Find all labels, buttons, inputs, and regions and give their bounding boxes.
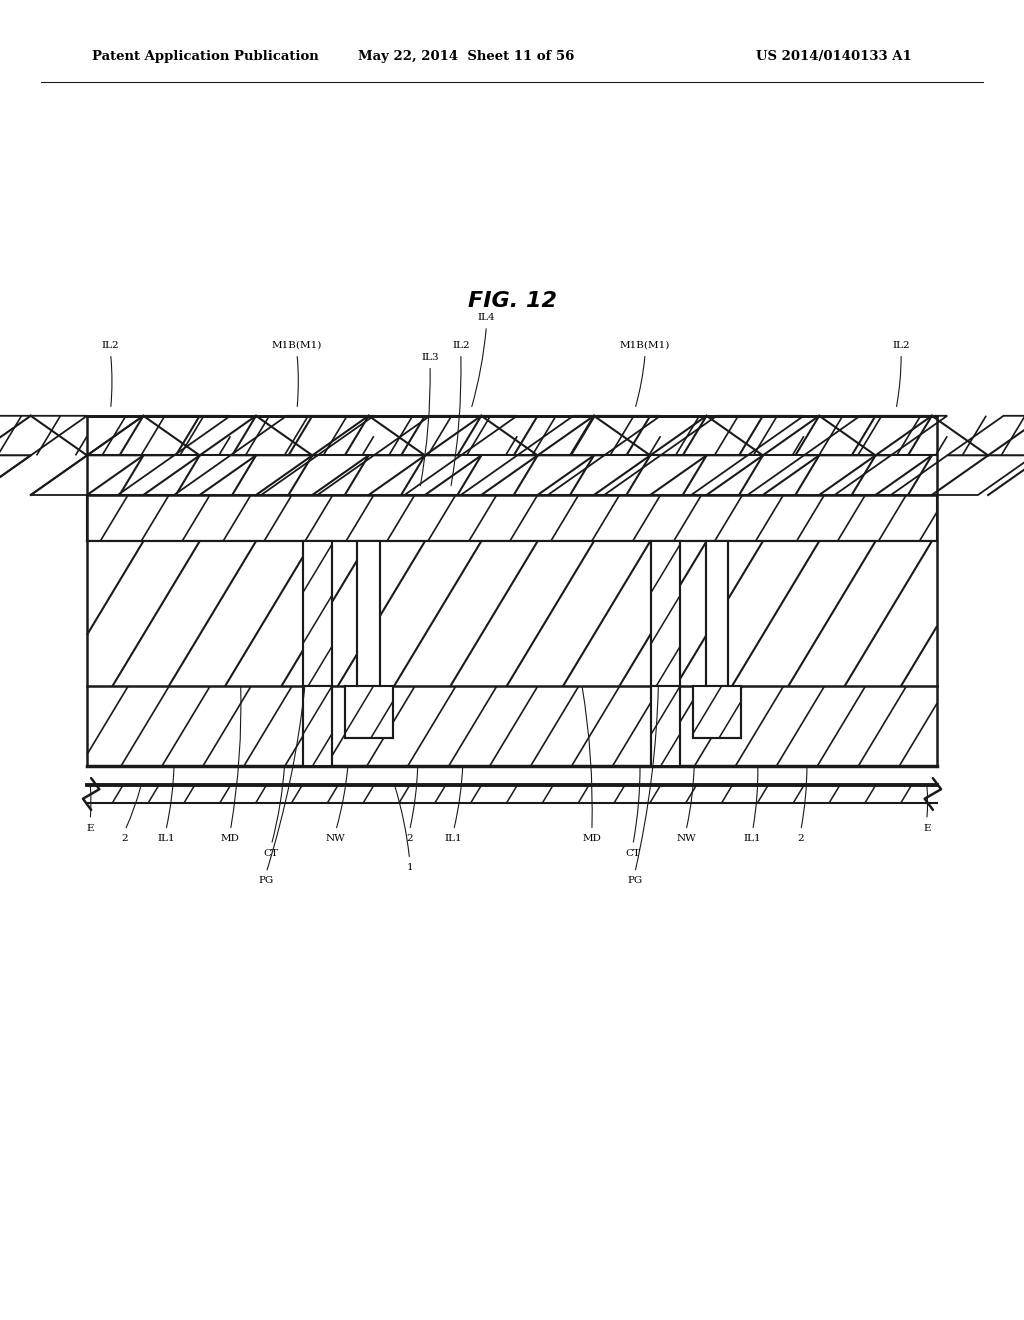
Polygon shape: [87, 416, 937, 766]
Text: NW: NW: [326, 834, 346, 843]
Polygon shape: [374, 416, 517, 455]
Text: FIG. 12: FIG. 12: [468, 290, 556, 312]
Polygon shape: [0, 455, 31, 495]
Text: US 2014/0140133 A1: US 2014/0140133 A1: [756, 50, 911, 63]
Polygon shape: [174, 455, 317, 495]
Text: May 22, 2014  Sheet 11 of 56: May 22, 2014 Sheet 11 of 56: [357, 50, 574, 63]
Polygon shape: [748, 455, 891, 495]
Text: NW: NW: [676, 834, 696, 843]
Text: IL2: IL2: [892, 341, 910, 350]
Polygon shape: [230, 416, 374, 455]
Text: MD: MD: [221, 834, 240, 843]
Text: CT: CT: [626, 849, 640, 858]
Polygon shape: [344, 686, 393, 738]
Text: IL2: IL2: [101, 341, 120, 350]
Text: M1B(M1): M1B(M1): [271, 341, 323, 350]
Polygon shape: [891, 455, 1024, 495]
Polygon shape: [31, 455, 174, 495]
Polygon shape: [517, 416, 660, 455]
Text: IL1: IL1: [743, 834, 762, 843]
Text: E: E: [86, 824, 94, 833]
Polygon shape: [87, 686, 937, 766]
Text: IL1: IL1: [157, 834, 175, 843]
Polygon shape: [461, 455, 604, 495]
Text: MD: MD: [583, 834, 601, 843]
Text: 2: 2: [407, 834, 413, 843]
Polygon shape: [87, 495, 937, 541]
Polygon shape: [317, 455, 461, 495]
Text: M1B(M1): M1B(M1): [620, 341, 671, 350]
Polygon shape: [947, 416, 1024, 455]
Polygon shape: [804, 416, 947, 455]
Text: 2: 2: [122, 834, 128, 843]
Text: IL4: IL4: [477, 313, 496, 322]
Polygon shape: [87, 416, 230, 455]
Polygon shape: [706, 541, 728, 686]
Text: E: E: [923, 824, 931, 833]
Polygon shape: [303, 541, 332, 686]
Polygon shape: [651, 686, 680, 766]
Text: CT: CT: [264, 849, 279, 858]
Text: Patent Application Publication: Patent Application Publication: [92, 50, 318, 63]
Text: PG: PG: [628, 876, 642, 886]
Text: 1: 1: [407, 863, 413, 873]
Polygon shape: [651, 541, 680, 686]
Polygon shape: [660, 416, 804, 455]
Polygon shape: [692, 686, 740, 738]
Polygon shape: [0, 416, 87, 455]
Text: IL1: IL1: [444, 834, 463, 843]
Text: PG: PG: [259, 876, 273, 886]
Polygon shape: [604, 455, 748, 495]
Polygon shape: [357, 541, 380, 686]
Polygon shape: [87, 541, 937, 686]
Text: 2: 2: [798, 834, 804, 843]
Polygon shape: [303, 686, 332, 766]
Text: IL2: IL2: [452, 341, 470, 350]
Text: IL3: IL3: [421, 352, 439, 362]
